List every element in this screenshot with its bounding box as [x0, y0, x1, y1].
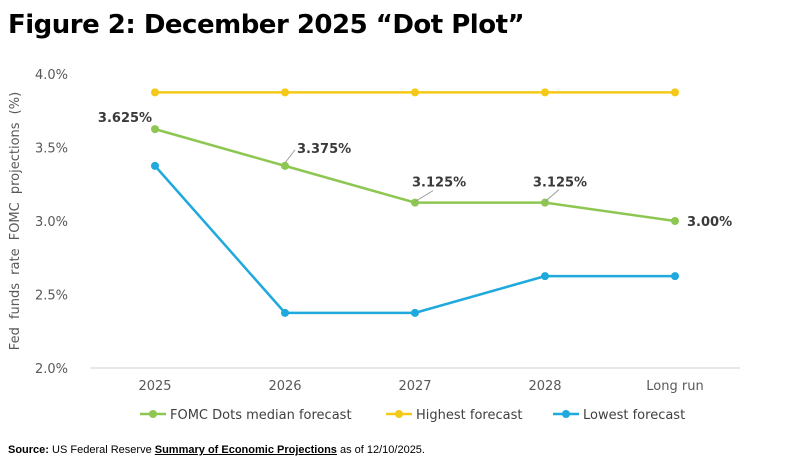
- legend-label: FOMC Dots median forecast: [170, 408, 352, 423]
- series-point: [671, 217, 679, 225]
- series-point: [151, 88, 159, 97]
- source-text: US Federal Reserve: [52, 444, 152, 456]
- series-point: [411, 308, 419, 317]
- x-tick-label: 2025: [138, 379, 171, 394]
- series-point: [671, 88, 679, 97]
- line-chart: 2.0% 2.5% 3.0% 3.5% 4.0% Fed funds rate FOMC …: [8, 68, 740, 423]
- source-label: Source:: [8, 444, 49, 456]
- series-point: [541, 272, 549, 281]
- series-point: [281, 161, 289, 170]
- data-label: 3.00%: [687, 215, 732, 230]
- x-tick-label: 2028: [528, 379, 561, 394]
- legend-swatch-marker: [149, 410, 157, 418]
- data-label: 3.125%: [412, 176, 466, 191]
- data-label-leader: [284, 149, 296, 164]
- y-tick-label: 3.0%: [35, 215, 68, 230]
- x-tick-label: Long run: [646, 379, 703, 394]
- series-point: [281, 88, 289, 97]
- y-tick-label: 3.5%: [35, 142, 68, 157]
- source-link[interactable]: Summary of Economic Projections: [154, 444, 337, 456]
- x-tick-label: 2026: [268, 379, 301, 394]
- series-point: [281, 308, 289, 317]
- data-label: 3.125%: [533, 176, 587, 191]
- legend-label: Lowest forecast: [583, 408, 685, 423]
- source-date: as of 12/10/2025.: [339, 444, 425, 456]
- chart-title: Figure 2: December 2025 “Dot Plot”: [8, 10, 525, 40]
- legend-label: Highest forecast: [416, 408, 522, 423]
- data-label-leader: [414, 190, 434, 203]
- series-point: [541, 88, 549, 97]
- series-point: [411, 88, 419, 97]
- data-label: 3.625%: [98, 111, 152, 126]
- x-tick-label: 2027: [398, 379, 431, 394]
- legend-swatch-marker: [562, 410, 570, 418]
- series-point: [151, 125, 159, 134]
- series-point: [671, 272, 679, 281]
- source-note: Source: US Federal Reserve Summary of Ec…: [8, 444, 425, 456]
- y-axis-label: Fed funds rate FOMC projections (%): [8, 92, 23, 350]
- y-tick-label: 2.0%: [35, 362, 68, 377]
- data-label-leader: [544, 189, 560, 203]
- series-point: [541, 198, 549, 207]
- y-tick-label: 4.0%: [35, 68, 68, 83]
- legend-swatch-marker: [395, 410, 403, 418]
- y-tick-label: 2.5%: [35, 289, 68, 304]
- series-point: [151, 161, 159, 170]
- data-label: 3.375%: [297, 142, 351, 157]
